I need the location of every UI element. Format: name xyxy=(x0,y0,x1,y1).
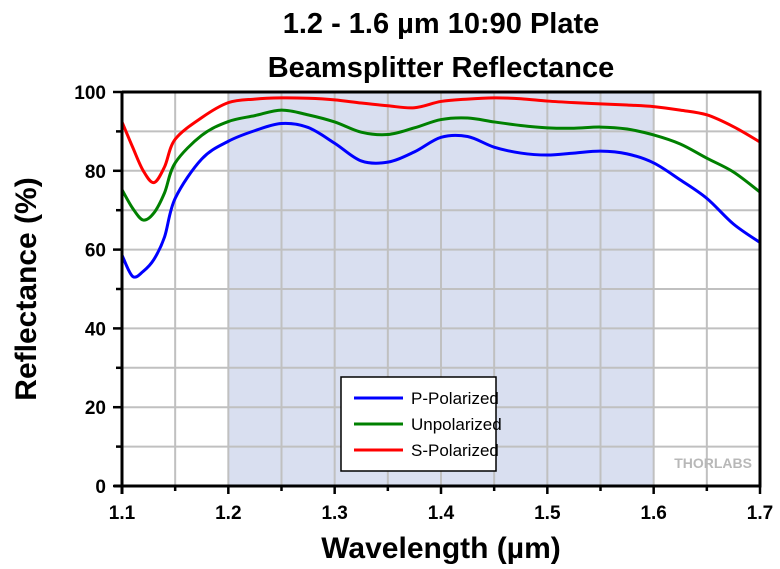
thorlabs-watermark: THORLABS xyxy=(674,455,752,471)
legend-label: S-Polarized xyxy=(411,441,499,460)
x-tick-label: 1.3 xyxy=(321,503,347,524)
x-tick-label: 1.2 xyxy=(215,503,241,524)
legend-label: P-Polarized xyxy=(411,389,499,408)
y-tick-label: 60 xyxy=(85,241,106,262)
axes xyxy=(113,90,762,494)
series-line-s-polarized xyxy=(120,96,761,185)
y-tick-label: 80 xyxy=(85,162,106,183)
x-tick-label: 1.5 xyxy=(534,503,561,524)
y-tick-label: 100 xyxy=(74,83,106,104)
legend: P-Polarized Unpolarized S-Polarized xyxy=(340,376,502,472)
y-axis-label: Reflectance (%) xyxy=(10,177,43,400)
series-line-unpolarized xyxy=(120,108,761,222)
chart-title-line-2: Beamsplitter Reflectance xyxy=(268,52,615,84)
x-axis-label: Wavelength (µm) xyxy=(321,532,561,565)
y-tick-label: 0 xyxy=(95,477,106,498)
legend-label: Unpolarized xyxy=(411,415,502,434)
x-tick-label: 1.7 xyxy=(747,503,773,524)
x-tick-label: 1.6 xyxy=(640,503,666,524)
y-tick-label: 20 xyxy=(85,398,106,419)
x-tick-label: 1.1 xyxy=(109,503,136,524)
series-line-p-polarized xyxy=(120,121,761,279)
y-tick-label: 40 xyxy=(85,319,106,340)
x-tick-labels: 1.1 1.2 1.3 1.4 1.5 1.6 1.7 xyxy=(109,503,773,524)
series-lines xyxy=(120,96,761,279)
y-tick-labels: 0 20 40 60 80 100 xyxy=(74,83,106,498)
plot-area: THORLABS P-Polarized Unpolarized S-Polariz… xyxy=(113,90,762,494)
x-tick-label: 1.4 xyxy=(428,503,455,524)
chart-title-line-1: 1.2 - 1.6 µm 10:90 Plate xyxy=(283,8,600,40)
